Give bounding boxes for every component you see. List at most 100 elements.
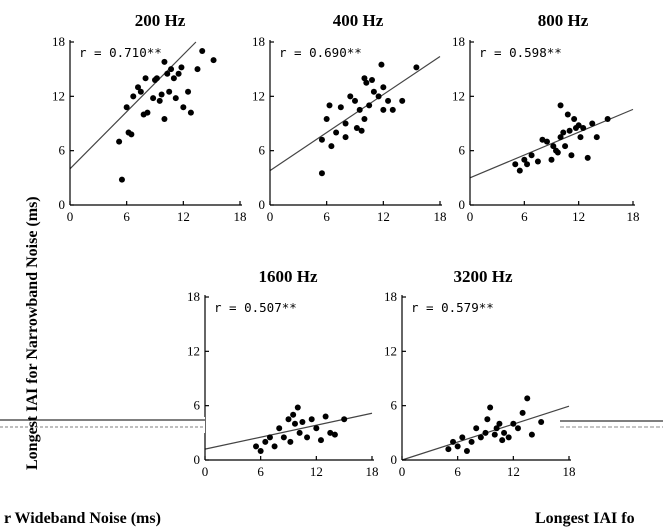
data-point bbox=[352, 97, 358, 104]
data-point bbox=[468, 438, 475, 445]
data-point bbox=[271, 443, 278, 450]
x-tick-label: 6 bbox=[454, 464, 461, 479]
y-tick-label: 18 bbox=[52, 34, 65, 49]
data-point bbox=[180, 104, 187, 111]
y-tick-label: 6 bbox=[194, 398, 201, 413]
data-point bbox=[501, 429, 508, 436]
data-point bbox=[557, 134, 564, 141]
y-tick-label: 12 bbox=[452, 88, 465, 103]
data-point bbox=[166, 88, 173, 95]
data-point bbox=[584, 154, 591, 161]
data-point bbox=[557, 102, 564, 109]
x-axis-label-right: Longest IAI fo bbox=[535, 510, 635, 527]
data-point bbox=[347, 93, 354, 100]
data-point bbox=[580, 125, 587, 132]
data-point bbox=[142, 75, 149, 82]
y-tick-label: 0 bbox=[194, 452, 201, 467]
x-tick-label: 0 bbox=[202, 464, 209, 479]
data-point bbox=[499, 437, 506, 444]
x-tick-label: 18 bbox=[234, 209, 247, 224]
data-point bbox=[399, 97, 406, 104]
data-point bbox=[550, 143, 557, 150]
y-tick-label: 12 bbox=[187, 343, 200, 358]
data-point bbox=[135, 84, 141, 91]
data-point bbox=[144, 109, 151, 116]
data-point bbox=[493, 425, 500, 432]
y-tick-label: 18 bbox=[452, 34, 465, 49]
y-tick-label: 12 bbox=[384, 343, 397, 358]
y-tick-label: 18 bbox=[187, 289, 200, 304]
data-point bbox=[328, 143, 335, 150]
data-point bbox=[512, 161, 519, 168]
data-point bbox=[285, 416, 292, 423]
data-point bbox=[375, 93, 382, 100]
x-tick-label: 12 bbox=[572, 209, 585, 224]
x-tick-label: 18 bbox=[627, 209, 640, 224]
data-point bbox=[358, 127, 365, 134]
data-point bbox=[450, 438, 457, 445]
x-tick-label: 6 bbox=[123, 209, 130, 224]
data-point bbox=[341, 416, 348, 423]
data-point bbox=[604, 115, 611, 122]
data-point bbox=[342, 134, 349, 141]
data-point bbox=[514, 425, 521, 432]
y-tick-label: 18 bbox=[252, 34, 265, 49]
data-point bbox=[519, 409, 526, 416]
panel-title: 3200 Hz bbox=[453, 267, 512, 286]
x-tick-label: 0 bbox=[467, 209, 474, 224]
data-point bbox=[385, 97, 392, 104]
data-point bbox=[575, 122, 582, 129]
data-point bbox=[370, 88, 377, 95]
data-point bbox=[342, 120, 349, 127]
data-point bbox=[331, 431, 338, 438]
data-point bbox=[153, 75, 160, 82]
data-point bbox=[562, 143, 569, 150]
data-point bbox=[353, 125, 360, 132]
data-point bbox=[161, 115, 168, 122]
data-point bbox=[366, 102, 373, 109]
data-point bbox=[164, 70, 171, 77]
y-tick-label: 6 bbox=[391, 398, 398, 413]
regression-line bbox=[269, 55, 441, 172]
data-point bbox=[337, 104, 344, 111]
y-tick-label: 0 bbox=[59, 197, 66, 212]
data-point bbox=[118, 176, 125, 183]
data-point bbox=[296, 429, 303, 436]
data-point bbox=[528, 431, 535, 438]
x-tick-label: 6 bbox=[323, 209, 330, 224]
data-point bbox=[168, 66, 175, 73]
data-point bbox=[548, 156, 555, 163]
y-tick-label: 6 bbox=[259, 143, 266, 158]
data-point bbox=[505, 434, 512, 441]
data-point bbox=[589, 120, 596, 127]
data-point bbox=[528, 152, 535, 159]
scatter-panel: 3200 Hz 0 6 12 18 0 6 12 18 r = 0.579** bbox=[384, 267, 576, 479]
x-tick-label: 0 bbox=[267, 209, 274, 224]
data-point bbox=[276, 425, 283, 432]
data-point bbox=[262, 438, 269, 445]
data-point bbox=[459, 434, 466, 441]
data-point bbox=[554, 149, 561, 156]
x-tick-label: 18 bbox=[434, 209, 447, 224]
y-tick-label: 12 bbox=[52, 88, 65, 103]
data-point bbox=[378, 61, 385, 68]
data-point bbox=[496, 420, 503, 427]
data-point bbox=[524, 161, 531, 168]
data-point bbox=[317, 437, 324, 444]
data-point bbox=[294, 404, 301, 411]
data-point bbox=[187, 109, 194, 116]
scatter-panel: 400 Hz 0 6 12 18 0 6 12 18 r = 0.690** bbox=[252, 11, 447, 224]
data-point bbox=[137, 88, 144, 95]
regression-line bbox=[69, 41, 197, 170]
correlation-annotation: r = 0.690** bbox=[279, 45, 362, 60]
panel-title: 200 Hz bbox=[135, 11, 186, 30]
data-point bbox=[313, 425, 320, 432]
data-point bbox=[566, 127, 573, 134]
data-point bbox=[369, 77, 375, 84]
data-point bbox=[185, 88, 192, 95]
data-point bbox=[194, 66, 201, 73]
data-point bbox=[445, 446, 452, 453]
y-tick-label: 6 bbox=[59, 143, 66, 158]
data-point bbox=[539, 136, 546, 143]
data-point bbox=[199, 48, 206, 55]
